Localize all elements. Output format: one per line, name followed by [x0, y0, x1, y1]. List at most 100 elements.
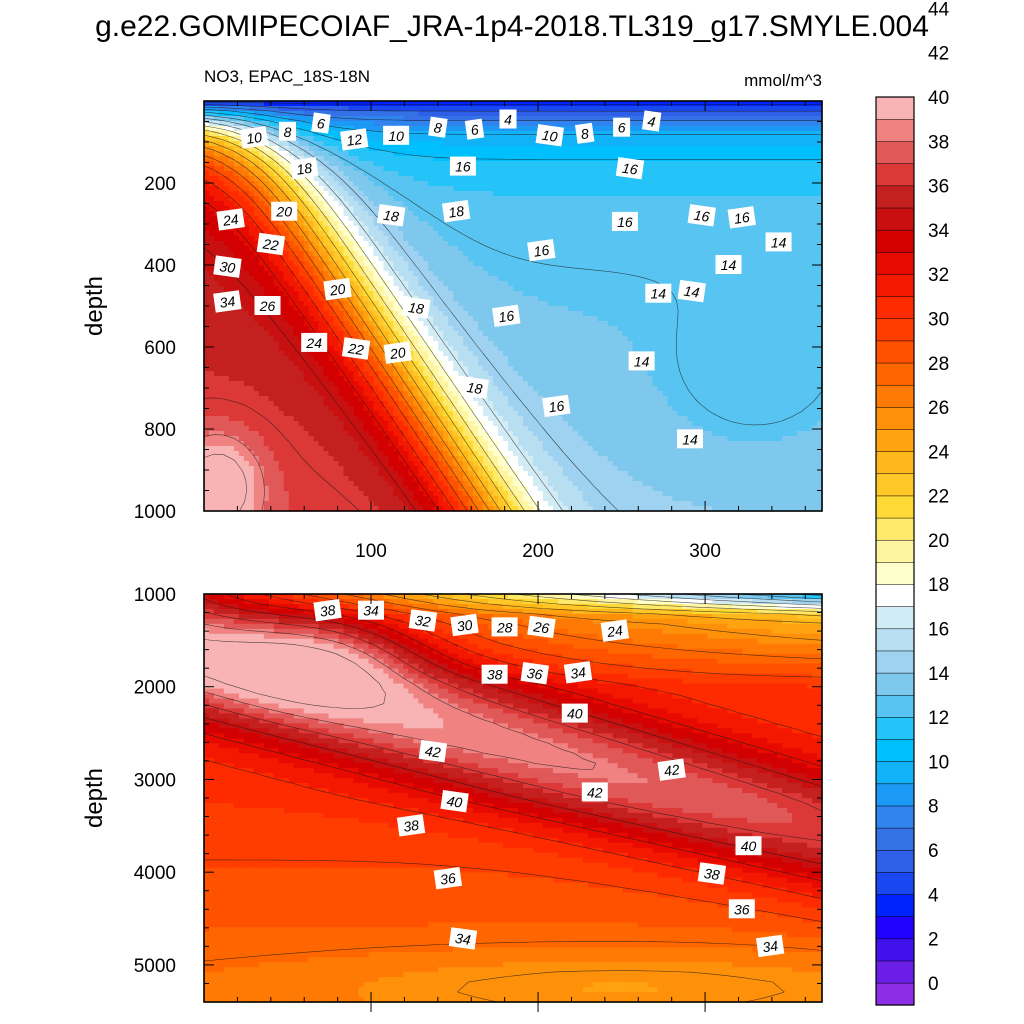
contour-cell [772, 176, 778, 182]
contour-cell [702, 126, 708, 132]
contour-cell [638, 106, 644, 112]
contour-cell [393, 121, 399, 127]
contour-cell [224, 196, 230, 202]
contour-cell [408, 156, 414, 162]
contour-cell [568, 176, 574, 182]
contour-cell [732, 106, 738, 112]
contour-cell [284, 186, 290, 192]
contour-cell [707, 181, 713, 187]
contour-cell [573, 176, 579, 182]
contour-cell [802, 136, 808, 142]
contour-cell [403, 151, 409, 157]
contour-cell [742, 171, 748, 177]
contour-cell [563, 136, 569, 142]
contour-cell [403, 176, 409, 182]
contour-cell [628, 146, 634, 152]
contour-cell [757, 141, 763, 147]
contour-cell [508, 171, 514, 177]
contour-cell [608, 136, 614, 142]
contour-cell [543, 161, 549, 167]
contour-cell [628, 186, 634, 192]
contour-cell [772, 191, 778, 197]
contour-cell [812, 126, 818, 132]
contour-cell [742, 191, 748, 197]
contour-cell [359, 181, 365, 187]
contour-cell [478, 151, 484, 157]
contour-cell [363, 186, 369, 192]
contour-cell [807, 151, 813, 157]
contour-cell [742, 156, 748, 162]
contour-cell [553, 181, 559, 187]
contour-cell [299, 141, 305, 147]
contour-cell [747, 131, 753, 137]
contour-cell [354, 201, 360, 207]
contour-cell [747, 151, 753, 157]
contour-cell [239, 116, 245, 122]
contour-cell [344, 186, 350, 192]
contour-cell [219, 101, 225, 107]
contour-cell [707, 151, 713, 157]
contour-cell [334, 201, 340, 207]
contour-cell [777, 146, 783, 152]
contour-cell [289, 116, 295, 122]
contour-cell [797, 151, 803, 157]
contour-cell [638, 196, 644, 202]
contour-cell [329, 146, 335, 152]
contour-cell [658, 101, 664, 107]
contour-cell [274, 176, 280, 182]
contour-cell [672, 111, 678, 117]
contour-cell [672, 126, 678, 132]
contour-cell [204, 191, 210, 197]
contour-cell [473, 111, 479, 117]
contour-cell [772, 126, 778, 132]
contour-cell [478, 181, 484, 187]
contour-cell [483, 146, 489, 152]
contour-cell [648, 156, 654, 162]
contour-cell [737, 156, 743, 162]
contour-cell [448, 136, 454, 142]
contour-cell [722, 176, 728, 182]
contour-cell [398, 111, 404, 117]
contour-cell [239, 196, 245, 202]
contour-cell [618, 151, 624, 157]
contour-cell [533, 191, 539, 197]
contour-cell [493, 191, 499, 197]
contour-cell [608, 166, 614, 172]
contour-cell [513, 156, 519, 162]
contour-cell [747, 106, 753, 112]
contour-cell [553, 186, 559, 192]
contour-cell [354, 111, 360, 117]
contour-cell [334, 161, 340, 167]
contour-cell [807, 141, 813, 147]
contour-cell [259, 111, 265, 117]
contour-cell [528, 176, 534, 182]
contour-cell [777, 101, 783, 107]
contour-cell [762, 161, 768, 167]
contour-cell [349, 156, 355, 162]
contour-cell [792, 131, 798, 137]
contour-cell [488, 151, 494, 157]
contour-cell [638, 121, 644, 127]
contour-cell [677, 126, 683, 132]
contour-cell [498, 176, 504, 182]
contour-cell [443, 146, 449, 152]
contour-cell [498, 101, 504, 107]
contour-cell [513, 141, 519, 147]
contour-cell [214, 126, 220, 132]
contour-cell [643, 191, 649, 197]
contour-cell [767, 186, 773, 192]
contour-cell [513, 101, 519, 107]
contour-cell [463, 111, 469, 117]
contour-cell [777, 136, 783, 142]
contour-cell [528, 156, 534, 162]
contour-cell [493, 101, 499, 107]
contour-cell [672, 156, 678, 162]
contour-cell [668, 186, 674, 192]
contour-cell [568, 156, 574, 162]
contour-cell [528, 186, 534, 192]
contour-cell [737, 126, 743, 132]
contour-cell [413, 146, 419, 152]
contour-cell [498, 156, 504, 162]
contour-cell [314, 201, 320, 207]
contour-cell [732, 101, 738, 107]
